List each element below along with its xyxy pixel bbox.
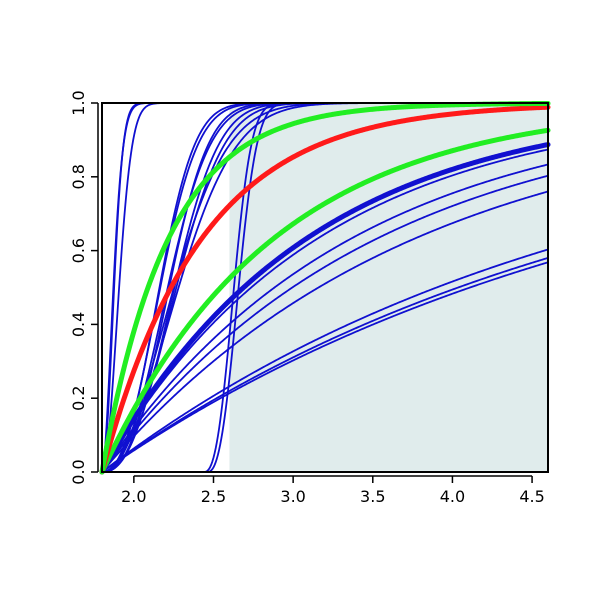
x-tick-label: 3.5 bbox=[360, 487, 385, 506]
series-line-green-24 bbox=[99, 100, 551, 475]
plot-frame bbox=[101, 102, 549, 473]
y-tick-label: 0.4 bbox=[69, 312, 88, 337]
y-tick-label: 0.8 bbox=[69, 164, 88, 189]
series-line-blue-15 bbox=[101, 148, 549, 473]
x-tick-label: 2.5 bbox=[201, 487, 226, 506]
y-tick-label: 0.0 bbox=[69, 459, 88, 484]
series-line-blue-21 bbox=[101, 261, 549, 473]
series-line-blue-18 bbox=[101, 190, 549, 473]
series-line-red-23 bbox=[99, 104, 551, 475]
x-tick-label: 4.0 bbox=[440, 487, 465, 506]
series-line-green-22 bbox=[99, 127, 551, 475]
series-line-blue-14 bbox=[99, 142, 551, 475]
series-line-blue-17 bbox=[101, 174, 549, 473]
y-tick-label: 1.0 bbox=[69, 90, 88, 115]
y-tick-label: 0.2 bbox=[69, 385, 88, 410]
x-tick-label: 4.5 bbox=[519, 487, 544, 506]
series-line-blue-19 bbox=[101, 248, 549, 473]
x-tick-label: 2.0 bbox=[121, 487, 146, 506]
y-axis: 0.0 0.2 0.4 0.6 0.8 1.0 bbox=[69, 90, 99, 485]
x-axis: 2.0 2.5 3.0 3.5 4.0 4.5 bbox=[121, 475, 545, 506]
y-tick-label: 0.6 bbox=[69, 238, 88, 263]
x-tick-label: 3.0 bbox=[280, 487, 305, 506]
series-line-blue-20 bbox=[101, 256, 549, 473]
series-line-blue-16 bbox=[101, 163, 549, 473]
shaded-region bbox=[229, 103, 548, 472]
